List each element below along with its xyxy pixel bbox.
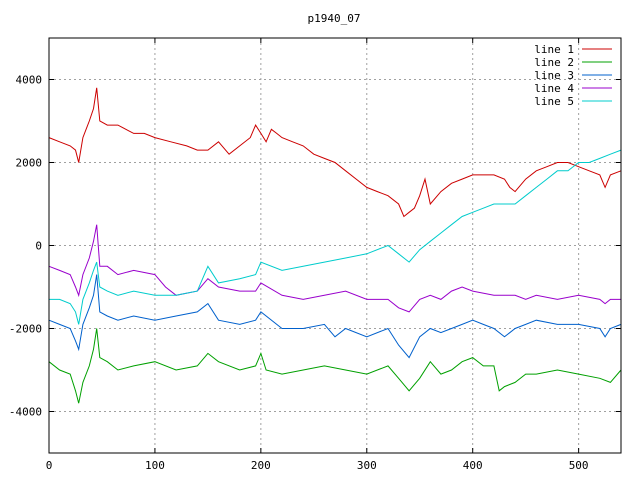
y-tick-label: -4000 (9, 406, 42, 419)
legend-label: line 3 (534, 69, 574, 82)
series-line-line-1 (48, 87, 622, 218)
series-line-line-3 (48, 274, 622, 359)
series-lines (48, 87, 622, 404)
axis-ticks: 0 100 200 300 400 500 -4000 -2000 0 2000 4000 (9, 38, 621, 472)
series-line-line-2 (48, 328, 622, 404)
y-tick-label: -2000 (9, 323, 42, 336)
y-tick-label: 2000 (16, 157, 43, 170)
y-tick-label: 4000 (16, 74, 43, 87)
legend-label: line 1 (534, 43, 574, 56)
series-line-line-5 (49, 149, 622, 325)
legend-label: line 2 (534, 56, 574, 69)
y-tick-label: 0 (35, 240, 42, 253)
legend-label: line 4 (534, 82, 574, 95)
legend-label: line 5 (534, 95, 574, 108)
x-tick-label: 200 (251, 459, 271, 472)
x-tick-label: 0 (46, 459, 53, 472)
x-tick-label: 100 (145, 459, 165, 472)
series-line-line-4 (48, 224, 621, 313)
chart-title: p1940_07 (308, 12, 361, 25)
x-tick-label: 500 (569, 459, 589, 472)
x-tick-label: 400 (463, 459, 483, 472)
x-tick-label: 300 (357, 459, 377, 472)
